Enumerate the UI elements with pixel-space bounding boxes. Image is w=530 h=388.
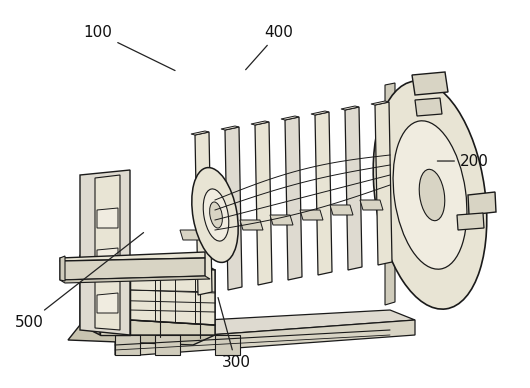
Polygon shape xyxy=(155,335,180,355)
Polygon shape xyxy=(100,265,130,335)
Ellipse shape xyxy=(393,121,467,269)
Polygon shape xyxy=(225,127,242,290)
Text: 200: 200 xyxy=(437,154,489,168)
Polygon shape xyxy=(311,111,329,115)
Polygon shape xyxy=(60,252,205,261)
Ellipse shape xyxy=(373,81,487,309)
Polygon shape xyxy=(130,265,215,325)
Polygon shape xyxy=(180,230,203,240)
Polygon shape xyxy=(375,102,392,265)
Polygon shape xyxy=(130,320,215,335)
Text: 300: 300 xyxy=(218,298,250,370)
Polygon shape xyxy=(270,215,293,225)
Polygon shape xyxy=(415,98,442,116)
Polygon shape xyxy=(251,121,269,125)
Polygon shape xyxy=(240,220,263,230)
Polygon shape xyxy=(80,170,130,335)
Polygon shape xyxy=(97,293,118,313)
Ellipse shape xyxy=(203,189,229,241)
Polygon shape xyxy=(457,213,484,230)
Ellipse shape xyxy=(210,202,223,228)
Polygon shape xyxy=(100,265,215,335)
Polygon shape xyxy=(140,320,415,355)
Polygon shape xyxy=(255,122,272,285)
Polygon shape xyxy=(80,255,100,335)
Polygon shape xyxy=(221,126,239,130)
Polygon shape xyxy=(412,72,448,95)
Polygon shape xyxy=(371,101,389,105)
Polygon shape xyxy=(215,335,240,355)
Polygon shape xyxy=(191,131,209,135)
Polygon shape xyxy=(80,255,215,270)
Text: 500: 500 xyxy=(15,232,144,329)
Polygon shape xyxy=(97,208,118,228)
Polygon shape xyxy=(195,132,212,295)
Polygon shape xyxy=(285,117,302,280)
Text: 400: 400 xyxy=(245,26,293,70)
Polygon shape xyxy=(385,83,395,305)
Polygon shape xyxy=(468,192,496,215)
Polygon shape xyxy=(300,210,323,220)
Polygon shape xyxy=(60,276,210,283)
Polygon shape xyxy=(95,175,120,330)
Polygon shape xyxy=(330,205,353,215)
Ellipse shape xyxy=(419,169,445,221)
Polygon shape xyxy=(115,310,415,340)
Polygon shape xyxy=(97,248,118,268)
Polygon shape xyxy=(315,112,332,275)
Ellipse shape xyxy=(192,168,238,262)
Polygon shape xyxy=(360,200,383,210)
Polygon shape xyxy=(281,116,299,120)
Polygon shape xyxy=(68,325,215,345)
Polygon shape xyxy=(60,256,65,281)
Polygon shape xyxy=(345,107,362,270)
Polygon shape xyxy=(115,335,140,355)
Text: 100: 100 xyxy=(84,26,175,71)
Polygon shape xyxy=(210,225,233,235)
Polygon shape xyxy=(60,258,205,280)
Polygon shape xyxy=(341,106,359,110)
Polygon shape xyxy=(115,325,140,355)
